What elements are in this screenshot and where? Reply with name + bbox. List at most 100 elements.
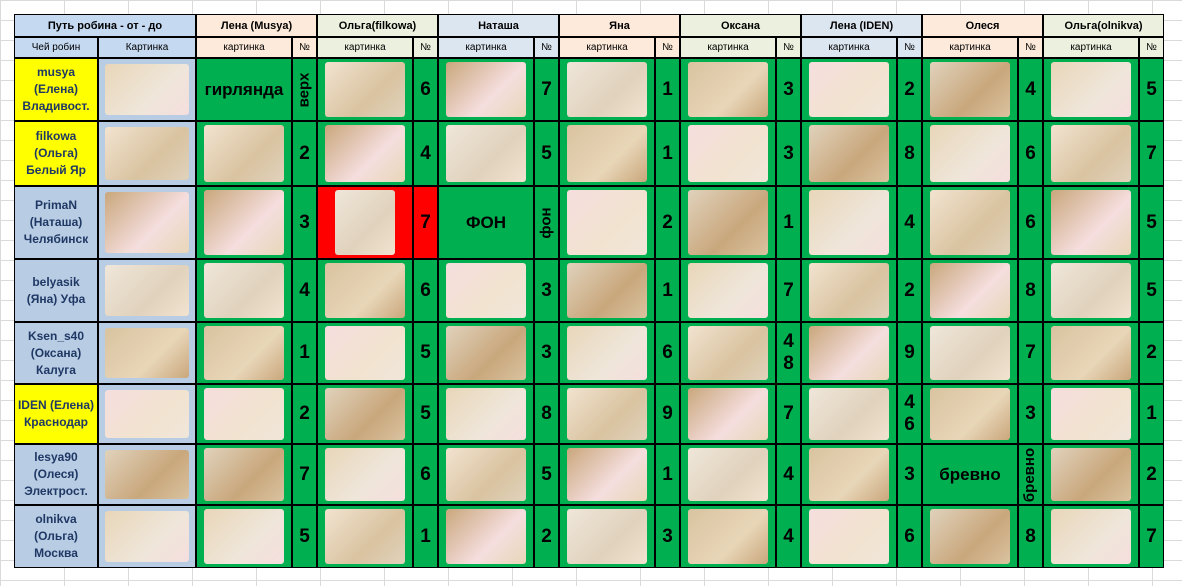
picture-cell <box>98 121 196 186</box>
picture <box>688 190 768 255</box>
picture-cell <box>98 505 196 568</box>
picture-cell <box>559 121 655 186</box>
picture-cell: гирлянда <box>196 58 292 121</box>
number-cell: 7 <box>1139 121 1164 186</box>
number: 4 <box>783 463 794 485</box>
number: 3 <box>541 279 552 301</box>
picture-cell <box>680 322 776 384</box>
number-cell: 2 <box>655 186 680 259</box>
number: 6 <box>420 78 431 100</box>
picture <box>105 511 189 562</box>
owner-name: Владивост. <box>22 99 90 113</box>
picture <box>325 509 405 564</box>
number-cell: 5 <box>1139 186 1164 259</box>
picture-cell <box>438 384 534 444</box>
picture-cell <box>317 259 413 322</box>
picture-cell <box>922 505 1018 568</box>
number: 5 <box>420 342 431 363</box>
number: 8 <box>1025 279 1036 301</box>
number-subheader: № <box>1018 37 1043 58</box>
number: 3 <box>299 211 310 233</box>
picture-cell <box>438 444 534 505</box>
number-cell: 7 <box>1018 322 1043 384</box>
picture <box>567 190 647 255</box>
number: 7 <box>783 403 794 424</box>
picture <box>446 326 526 380</box>
number: 2 <box>1146 342 1157 363</box>
picture <box>930 62 1010 117</box>
number-subheader: № <box>292 37 317 58</box>
number-cell: 8 <box>897 121 922 186</box>
picture-cell <box>922 322 1018 384</box>
picture-cell <box>317 121 413 186</box>
picture <box>567 388 647 440</box>
picture <box>688 263 768 318</box>
number-cell: верх <box>292 58 317 121</box>
picture <box>335 190 395 255</box>
picture-cell: бревно <box>922 444 1018 505</box>
number-cell: 4 <box>292 259 317 322</box>
picture-cell <box>196 444 292 505</box>
picture-cell <box>559 58 655 121</box>
picture-subheader: картинка <box>1043 37 1139 58</box>
number-cell: 1 <box>655 259 680 322</box>
number-cell: 1 <box>655 58 680 121</box>
picture <box>688 125 768 182</box>
picture <box>1051 326 1131 380</box>
number: 8 <box>1025 525 1036 547</box>
picture <box>204 509 284 564</box>
owner-name: Ksen_s40 <box>27 328 85 343</box>
picture <box>105 192 189 253</box>
picture-cell <box>196 121 292 186</box>
picture-cell <box>438 58 534 121</box>
picture-cell <box>801 121 897 186</box>
number: 4 <box>904 211 915 233</box>
owner-name: PrimaN <box>34 198 78 212</box>
picture-subheader: картинка <box>559 37 655 58</box>
cell-text: бревно <box>939 464 1001 484</box>
owner-name: Белый Яр <box>26 163 86 177</box>
number: 4 <box>783 525 794 547</box>
number-cell: 3 <box>776 58 801 121</box>
picture-cell <box>317 505 413 568</box>
picture <box>204 190 284 255</box>
owner-cell: musya (Елена) Владивост. <box>14 58 98 121</box>
number-cell: 8 <box>1018 259 1043 322</box>
owner-name: (Оксана) <box>30 345 82 360</box>
picture-subheader: картинка <box>680 37 776 58</box>
picture <box>809 388 889 440</box>
picture-cell <box>922 259 1018 322</box>
picture-cell <box>559 322 655 384</box>
picture-cell <box>680 444 776 505</box>
picture-cell <box>801 444 897 505</box>
owner-header: Чей робин <box>14 37 98 58</box>
number-cell: 4 <box>776 505 801 568</box>
number: 7 <box>299 463 310 485</box>
picture <box>930 263 1010 318</box>
owner-name: musya <box>36 65 76 79</box>
picture <box>105 328 189 378</box>
number-cell: 5 <box>413 384 438 444</box>
group-header: Яна <box>559 14 680 37</box>
picture-cell <box>196 384 292 444</box>
title-cell: Путь робина - от - до <box>14 14 196 37</box>
number-cell: 1 <box>776 186 801 259</box>
cell-text: гирлянда <box>204 79 284 99</box>
number-cell: 2 <box>292 121 317 186</box>
number-cell: 2 <box>897 259 922 322</box>
picture <box>930 509 1010 564</box>
number: 1 <box>783 211 794 233</box>
picture-subheader: картинка <box>317 37 413 58</box>
number-cell: 2 <box>534 505 559 568</box>
number-subheader: № <box>413 37 438 58</box>
picture-cell <box>801 186 897 259</box>
picture <box>325 448 405 501</box>
picture-cell <box>98 186 196 259</box>
picture <box>446 125 526 182</box>
number-subheader: № <box>655 37 680 58</box>
picture <box>567 125 647 182</box>
picture-cell <box>922 58 1018 121</box>
number-cell: 4 <box>413 121 438 186</box>
